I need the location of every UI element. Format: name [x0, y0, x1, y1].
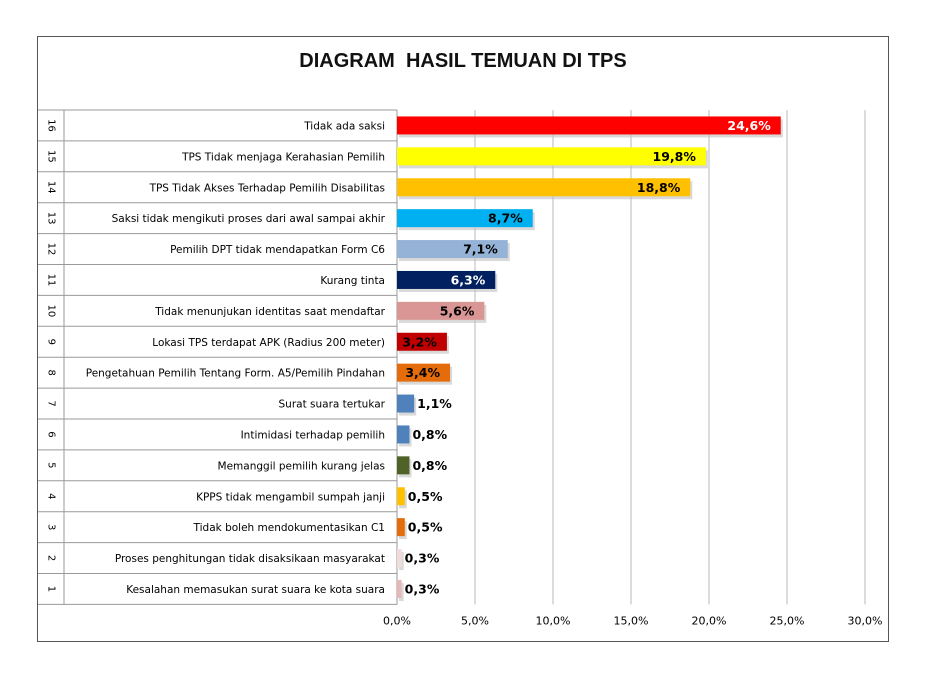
category-label: Tidak ada saksi	[303, 120, 385, 132]
bar	[397, 487, 405, 506]
bar	[397, 301, 485, 320]
row-number: 7	[46, 400, 57, 406]
category-label: Pengetahuan Pemilih Tentang Form. A5/Pem…	[86, 368, 385, 380]
category-label: KPPS tidak mengambil sumpah janji	[196, 491, 385, 503]
data-label: 3,2%	[402, 334, 437, 349]
x-tick-label: 5,0%	[461, 614, 489, 627]
bar	[397, 363, 451, 382]
category-label: Intimidasi terhadap pemilih	[241, 429, 385, 441]
x-tick-label: 30,0%	[848, 614, 883, 627]
bar	[397, 332, 447, 351]
data-label: 7,1%	[463, 242, 498, 257]
data-label: 0,8%	[412, 427, 447, 442]
data-label: 0,5%	[408, 489, 443, 504]
bar	[397, 178, 691, 197]
x-tick-label: 15,0%	[614, 614, 649, 627]
row-number: 6	[46, 431, 57, 437]
data-label: 24,6%	[727, 118, 771, 133]
row-number: 13	[46, 212, 57, 225]
bar	[397, 270, 496, 289]
row-number: 14	[46, 181, 57, 194]
data-label: 0,3%	[405, 581, 440, 596]
row-number: 4	[46, 493, 57, 499]
row-number: 10	[46, 304, 57, 317]
category-label: Lokasi TPS terdapat APK (Radius 200 mete…	[152, 337, 385, 349]
row-number: 15	[46, 150, 57, 163]
bar	[397, 456, 410, 475]
category-label: Surat suara tertukar	[279, 399, 386, 411]
data-label: 0,5%	[408, 520, 443, 535]
row-number: 9	[46, 339, 57, 345]
category-label: TPS Tidak Akses Terhadap Pemilih Disabil…	[149, 182, 385, 194]
row-number: 3	[46, 524, 57, 530]
bar	[397, 579, 402, 598]
data-label: 8,7%	[488, 211, 523, 226]
row-number: 2	[46, 555, 57, 561]
x-tick-label: 20,0%	[692, 614, 727, 627]
data-label: 1,1%	[417, 396, 452, 411]
data-label: 6,3%	[451, 272, 486, 287]
row-number: 11	[46, 274, 57, 287]
data-label: 19,8%	[653, 149, 697, 164]
data-label: 0,3%	[405, 551, 440, 566]
row-number: 8	[46, 369, 57, 375]
category-label: Tidak menunjukan identitas saat mendafta…	[154, 306, 385, 318]
category-label: Kesalahan memasukan surat suara ke kota …	[126, 584, 385, 596]
row-number: 16	[46, 119, 57, 132]
category-label: Pemilih DPT tidak mendapatkan Form C6	[170, 244, 385, 256]
bar	[397, 209, 533, 228]
x-tick-label: 0,0%	[383, 614, 411, 627]
bar	[397, 240, 508, 259]
row-number: 1	[46, 586, 57, 592]
data-label: 5,6%	[440, 303, 475, 318]
row-number: 5	[46, 462, 57, 468]
x-tick-label: 25,0%	[770, 614, 805, 627]
chart-title: DIAGRAM HASIL TEMUAN DI TPS	[299, 50, 627, 72]
category-label: Kurang tinta	[320, 275, 385, 287]
row-number: 12	[46, 243, 57, 256]
bar	[397, 147, 706, 166]
category-label: Saksi tidak mengikuti proses dari awal s…	[112, 213, 386, 225]
category-label: TPS Tidak menjaga Kerahasian Pemilih	[181, 151, 385, 163]
x-tick-label: 10,0%	[536, 614, 571, 627]
bar	[397, 116, 781, 135]
bar	[397, 394, 415, 413]
data-label: 3,4%	[405, 365, 440, 380]
data-label: 0,8%	[412, 458, 447, 473]
category-label: Memanggil pemilih kurang jelas	[218, 460, 385, 472]
bar	[397, 549, 402, 568]
bar	[397, 425, 410, 444]
category-label: Tidak boleh mendokumentasikan C1	[193, 522, 385, 534]
data-label: 18,8%	[637, 180, 681, 195]
category-label: Proses penghitungan tidak disaksikaan ma…	[115, 553, 385, 565]
bar	[397, 518, 405, 537]
